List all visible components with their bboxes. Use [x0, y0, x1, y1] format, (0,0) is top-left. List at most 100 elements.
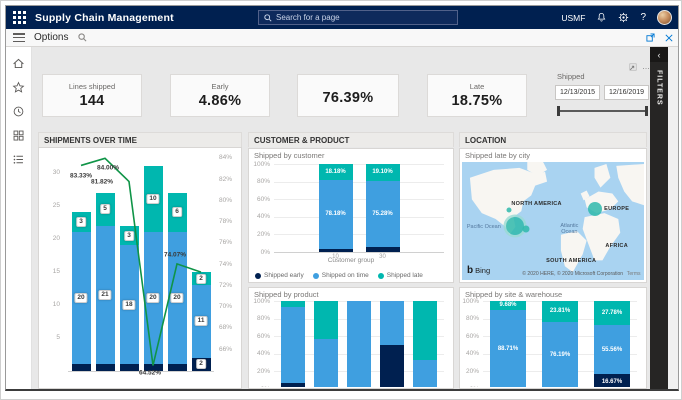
bar-segment[interactable]: [167, 364, 187, 371]
nav-hamburger-icon[interactable]: [13, 33, 25, 42]
favorites-star-icon[interactable]: [12, 81, 25, 94]
legend-dot: [312, 272, 319, 279]
y-axis-tick: 80%: [465, 315, 479, 323]
bar-segment[interactable]: 27.78%: [594, 300, 630, 326]
line-data-label: 83.33%: [69, 172, 93, 180]
recent-clock-icon[interactable]: [12, 105, 25, 118]
line-data-label: 74.07%: [163, 251, 187, 259]
settings-gear-icon[interactable]: [618, 12, 629, 23]
home-icon[interactable]: [12, 57, 25, 70]
data-label: 55.56%: [601, 346, 623, 353]
slicer-label: Shipped: [557, 72, 585, 81]
y-axis-tick: 0%: [260, 248, 270, 256]
bar-segment[interactable]: [413, 359, 437, 387]
popout-icon[interactable]: [646, 33, 655, 42]
company-picker[interactable]: USMF: [561, 12, 586, 23]
kpi-lines-shipped[interactable]: Lines shipped 144: [42, 74, 142, 117]
y-axis-tick: 30: [52, 168, 60, 176]
shipped-late-by-city-card[interactable]: Shipped late by city NORTH AMERICA EUROPE…: [459, 148, 647, 283]
bing-logo: b Bing: [467, 265, 491, 276]
modules-grid-icon[interactable]: [12, 129, 25, 142]
data-label: 6: [172, 207, 182, 218]
bar-segment[interactable]: [314, 301, 338, 339]
filters-collapse-chevron-icon[interactable]: ‹: [650, 47, 668, 62]
slicer-start-date[interactable]: 12/13/2015: [555, 85, 600, 100]
slicer-handle-right[interactable]: [645, 106, 648, 116]
shipped-by-product-card[interactable]: Shipped by product 100% 80% 60% 40% 20% 0%: [248, 287, 454, 389]
bar-segment[interactable]: [95, 364, 115, 371]
map-bubble[interactable]: [505, 216, 524, 235]
bar-segment[interactable]: 23.81%: [542, 301, 578, 322]
chart-legend: Shipped early Shipped on time Shipped la…: [255, 272, 423, 279]
bar-segment[interactable]: 75.28%: [365, 180, 400, 248]
data-label: 27.78%: [601, 310, 623, 317]
slicer-track[interactable]: [558, 110, 647, 112]
bar-segment[interactable]: [380, 301, 404, 345]
secondary-y-axis-tick: 78%: [219, 218, 233, 226]
page-search-input[interactable]: Search for a page: [258, 10, 458, 25]
map-bubble[interactable]: [506, 207, 512, 213]
bar-segment[interactable]: [365, 247, 400, 252]
bar-segment[interactable]: 18.18%: [318, 164, 353, 180]
bing-map[interactable]: NORTH AMERICA EUROPE AFRICA SOUTH AMERICA Pa…: [462, 162, 644, 280]
data-label: 2: [196, 273, 206, 284]
kpi-label: Late: [469, 82, 485, 91]
page-search-icon[interactable]: [78, 33, 87, 42]
y-axis-tick: 100%: [253, 297, 270, 305]
y-axis-tick: 100%: [253, 160, 270, 168]
bar-segment[interactable]: [119, 364, 139, 371]
slicer-end-date[interactable]: 12/16/2019: [604, 85, 649, 100]
filters-pane-label[interactable]: FILTERS: [655, 70, 663, 106]
shipped-by-site-warehouse-card[interactable]: Shipped by site & warehouse 100% 80% 60% 40…: [459, 287, 647, 389]
kpi-value: 144: [79, 93, 105, 109]
close-icon[interactable]: [665, 33, 673, 42]
map-bubble[interactable]: [587, 202, 602, 217]
help-button[interactable]: ?: [640, 12, 646, 23]
bar-segment[interactable]: [281, 306, 305, 384]
options-tab[interactable]: Options: [34, 32, 69, 43]
bar-segment[interactable]: [143, 364, 163, 371]
bar-segment[interactable]: [281, 301, 305, 307]
kpi-late[interactable]: Late 18.75%: [427, 74, 527, 117]
bar-segment[interactable]: [71, 364, 91, 371]
y-axis-tick: 60%: [465, 332, 479, 340]
shipments-over-time-card[interactable]: 5 10 15 20 25 30 84% 82% 80% 78% 76% 74% 72% 70% 68% 66…: [38, 147, 242, 389]
y-axis-tick: 25: [52, 201, 60, 209]
bar-segment[interactable]: [380, 345, 404, 387]
bar-segment[interactable]: 55.56%: [594, 325, 630, 375]
bar-segment[interactable]: 88.71%: [490, 309, 526, 387]
bar-segment[interactable]: 9.68%: [490, 301, 526, 310]
map-bubble[interactable]: [522, 225, 530, 233]
alerts-bell-icon[interactable]: [596, 12, 607, 23]
slicer-handle-left[interactable]: [557, 106, 560, 116]
bar-segment[interactable]: [281, 383, 305, 387]
user-avatar[interactable]: [657, 10, 672, 25]
bar-segment[interactable]: 76.19%: [542, 321, 578, 387]
waffle-menu-icon[interactable]: [13, 10, 27, 25]
bar-segment[interactable]: [314, 338, 338, 387]
data-label: 19.10%: [372, 169, 393, 176]
bar-segment[interactable]: [413, 301, 437, 360]
map-terms-link[interactable]: Terms: [627, 271, 641, 277]
shipped-by-customer-card[interactable]: Shipped by customer 100% 80% 60% 40% 20% 0% 78…: [248, 148, 454, 283]
secondary-y-axis-tick: 80%: [219, 196, 233, 204]
y-axis-tick: 60%: [256, 195, 270, 203]
bar-segment[interactable]: 78.18%: [318, 179, 353, 249]
more-options-icon[interactable]: …: [642, 62, 650, 71]
legend-item: Shipped late: [377, 272, 423, 279]
secondary-y-axis-tick: 74%: [219, 260, 233, 268]
bar-segment[interactable]: 16.67%: [594, 374, 630, 387]
bar-segment[interactable]: 19.10%: [365, 164, 400, 181]
bar-segment[interactable]: [318, 248, 353, 252]
kpi-on-time[interactable]: 76.39%: [297, 74, 399, 117]
kpi-value: 76.39%: [322, 90, 374, 106]
left-nav-rail: [6, 47, 32, 389]
kpi-early[interactable]: Early 4.86%: [170, 74, 270, 117]
bar-segment[interactable]: [347, 301, 371, 387]
gridline: [274, 234, 444, 236]
workspaces-list-icon[interactable]: [12, 153, 25, 166]
data-label: 11: [194, 316, 208, 327]
focus-mode-icon[interactable]: [629, 62, 637, 71]
secondary-y-axis-tick: 68%: [219, 324, 233, 332]
